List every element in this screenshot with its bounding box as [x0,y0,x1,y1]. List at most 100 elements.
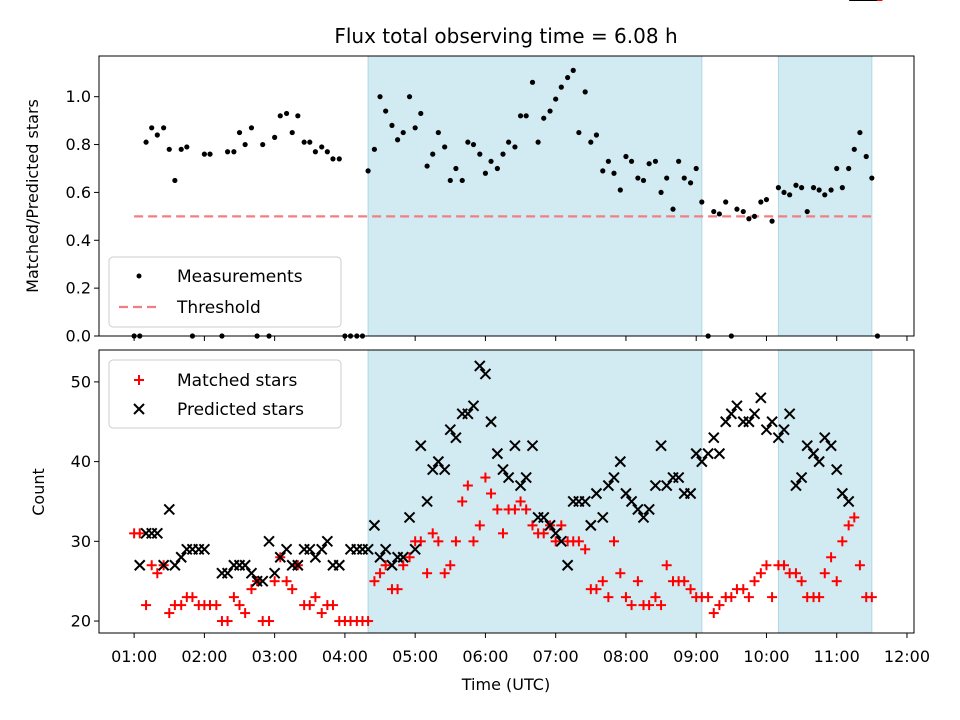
observing-span-ratio-1 [367,55,703,337]
measurement-point [687,180,694,186]
predicted-star-point [778,424,790,436]
measurement-point [758,199,764,205]
matched-star-point [468,536,479,547]
measurement-point [869,175,875,181]
predicted-star-point [602,479,615,492]
measurement-point [846,165,852,172]
predicted-star-point [526,439,539,452]
predicted-star-point [256,575,269,587]
measurement-point [517,113,524,119]
x-tick-label: 08:00 [603,647,649,666]
predicted-star-point [497,463,509,476]
predicted-star-point [474,360,486,372]
matched-star-point [550,536,561,547]
measurement-point [470,141,477,148]
predicted-star-point [719,416,732,428]
measurement-point [488,158,494,164]
measurement-point [863,153,869,160]
matched-star-point [439,568,450,579]
measurement-point [716,211,722,217]
matched-star-point [755,568,766,579]
measurement-point [231,149,237,155]
predicted-star-point [790,479,802,492]
predicted-star-point [655,439,667,452]
predicted-star-point [649,479,662,492]
x-ticks-ratio [133,336,908,341]
matched-star-point [398,560,409,571]
measurement-point [143,139,149,145]
matched-star-point [608,536,619,547]
measurement-point [447,177,453,184]
legend-ratio: Measurements Threshold [108,256,342,328]
predicted-star-point [561,559,574,571]
predicted-star-point [590,487,603,500]
observing-span-count-2 [777,349,873,634]
predicted-star-point [485,416,497,428]
matched-star-point [310,592,321,603]
measurement-point [506,139,512,145]
measurement-point [161,125,167,131]
matched-star-point [826,552,837,563]
predicted-star-point [374,551,386,563]
measurement-point [224,149,231,155]
y-ticks-count: 20 30 40 50 [71,372,99,631]
predicted-star-point [163,503,175,516]
matched-star-point [515,496,526,507]
matched-star-point [726,592,737,603]
matched-star-point [281,576,292,587]
matched-star-point [521,504,532,515]
predicted-star-point [620,487,632,500]
predicted-star-point [625,495,638,508]
predicted-star-point [766,416,778,428]
measurement-point [201,151,207,157]
predicted-star-point [274,551,286,563]
matched-star-point [685,584,696,595]
matched-star-point [450,536,461,547]
predicted-star-point [386,559,398,571]
y-axis-label-ratio: Matched/Predicted stars [23,99,42,293]
measurement-point [816,187,822,193]
predicted-star-point [684,487,697,500]
matched-star-point [837,536,848,547]
measurement-point [307,139,313,145]
predicted-star-point [813,455,825,468]
y-tick-label-ratio: 0.8 [66,135,91,154]
matched-star-point [287,584,298,595]
measurement-point [236,129,243,136]
legend-matched-marker [134,375,144,385]
matched-star-point [462,480,473,491]
predicted-star-point [134,559,146,571]
legend-predicted-marker [133,403,145,415]
measurement-point [178,146,184,152]
measurement-point [593,132,600,138]
matched-star-point [427,528,438,539]
measurement-point [430,151,436,157]
predicted-star-point [462,408,474,420]
matched-star-point [497,528,508,539]
y-tick-label-count: 30 [71,532,91,551]
measurement-point [494,165,500,172]
measurement-point [693,165,699,172]
measurement-point [377,94,383,100]
predicted-star-point [316,543,328,556]
matched-star-point [486,488,497,499]
measurement-point [617,187,623,193]
measurement-point [365,168,371,174]
matched-star-point [327,600,338,611]
measurement-point [465,139,471,145]
predicted-star-point [585,519,597,532]
matched-star-point [743,592,754,603]
matched-star-point [749,576,760,587]
x-tick-label: 12:00 [884,647,930,666]
measurement-point [652,158,659,164]
matched-star-point [392,584,403,595]
matched-star-point [480,472,491,483]
measurement-point [793,182,799,188]
legend-box-count [108,359,342,429]
measurement-point [277,113,283,119]
matched-star-point [363,616,374,627]
measurement-point [301,139,307,145]
measurement-point [394,137,401,143]
matched-star-point [176,600,187,611]
